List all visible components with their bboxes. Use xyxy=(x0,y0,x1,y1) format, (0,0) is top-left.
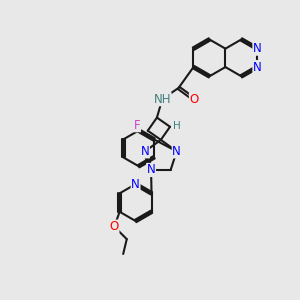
Text: N: N xyxy=(253,61,262,74)
Text: N: N xyxy=(172,145,181,158)
Text: O: O xyxy=(190,93,199,106)
Text: N: N xyxy=(147,164,155,176)
Text: N: N xyxy=(141,145,149,158)
Text: H: H xyxy=(173,121,180,131)
Text: N: N xyxy=(253,42,262,55)
Text: O: O xyxy=(110,220,119,233)
Text: N: N xyxy=(131,178,140,190)
Text: F: F xyxy=(134,119,140,132)
Text: NH: NH xyxy=(154,93,171,106)
